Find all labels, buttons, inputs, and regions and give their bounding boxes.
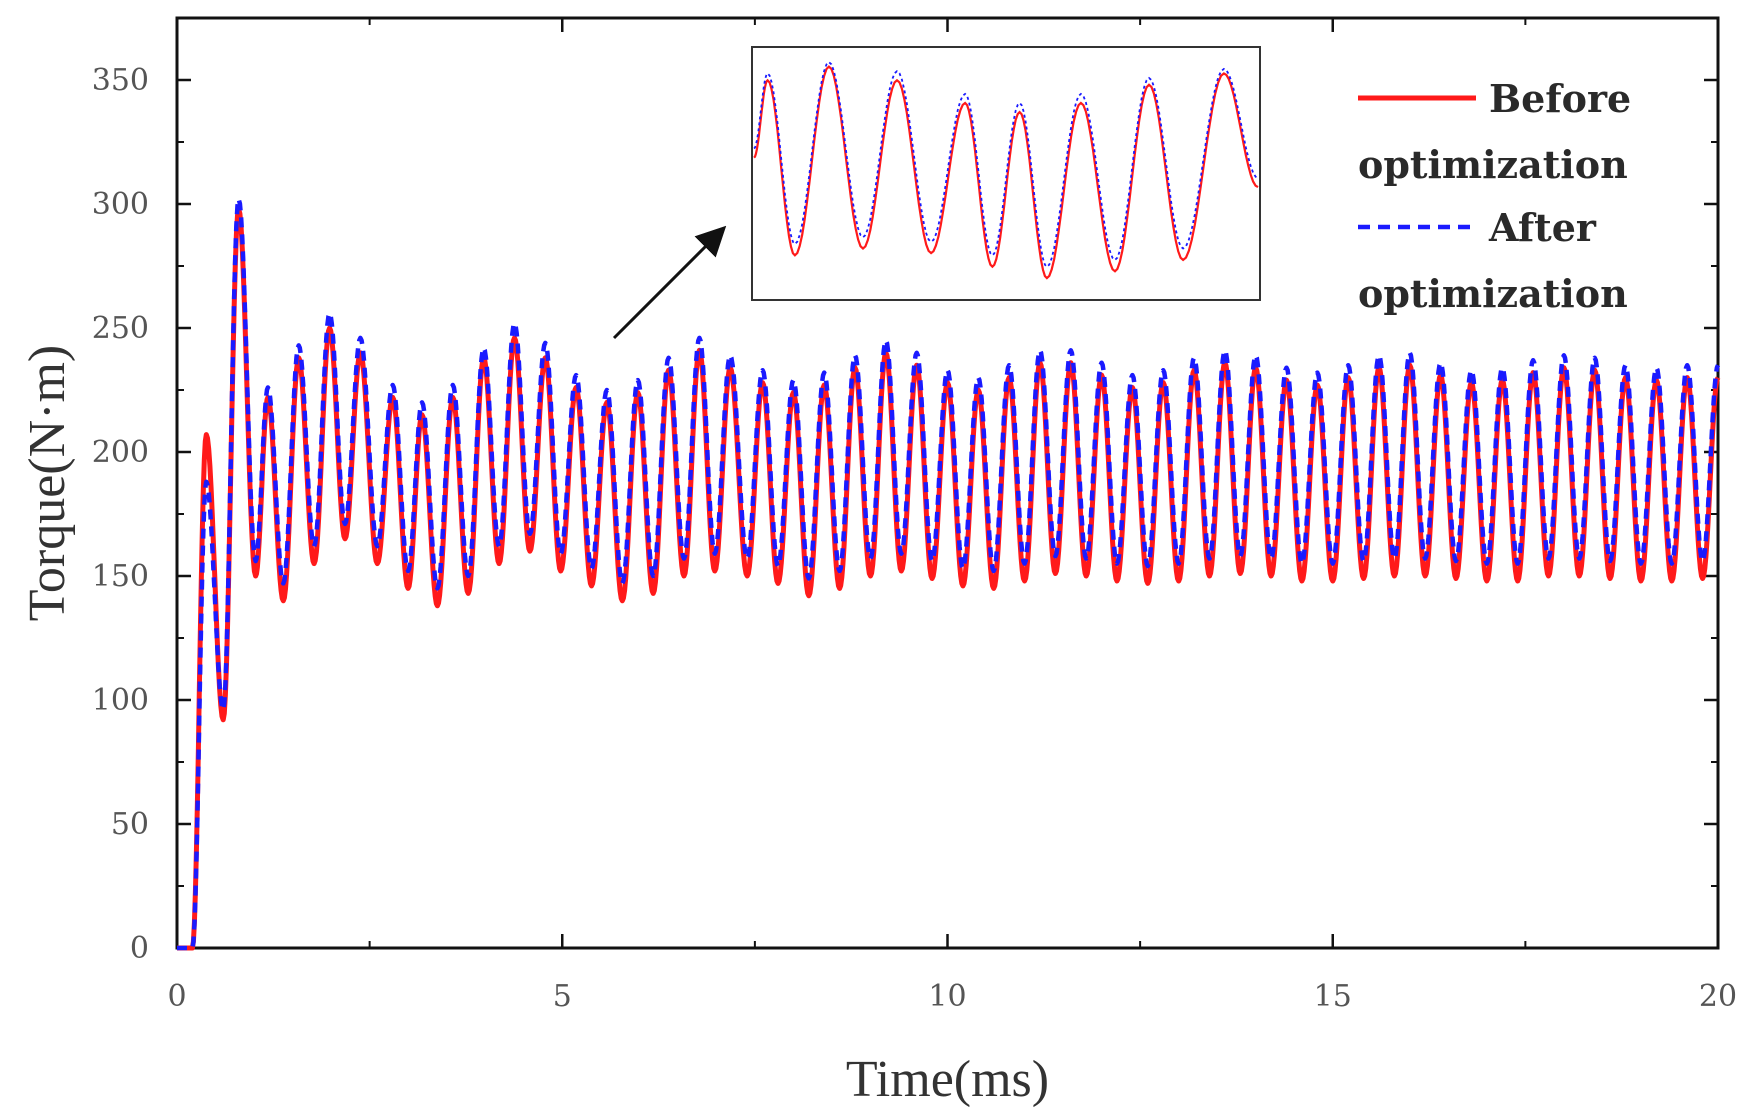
x-tick-label: 20 (1699, 979, 1737, 1014)
x-axis-title: Time(ms) (846, 1051, 1049, 1108)
legend-after-label-line2: optimization (1358, 271, 1628, 316)
y-tick-label: 350 (92, 63, 149, 98)
inset-arrow (612, 225, 727, 340)
inset-before-line (753, 65, 1259, 280)
y-tick-label: 0 (130, 931, 149, 966)
y-tick-label: 300 (92, 187, 149, 222)
y-tick-label: 150 (92, 559, 149, 594)
legend-before-label-line1: Before (1489, 76, 1631, 121)
x-tick-label: 15 (1314, 979, 1352, 1014)
legend-after-label-line1: After (1488, 205, 1597, 250)
y-tick-label: 100 (92, 683, 149, 718)
y-axis-title: Torque(N·m) (19, 345, 76, 621)
series-lines (175, 196, 1721, 951)
x-tick-label: 5 (553, 979, 572, 1014)
y-tick-label: 200 (92, 435, 149, 470)
x-tick-label: 10 (928, 979, 966, 1014)
legend: Before optimization After optimization (1358, 76, 1631, 316)
inset-frame (751, 46, 1261, 301)
y-tick-label: 250 (92, 311, 149, 346)
legend-before-label-line2: optimization (1358, 142, 1628, 187)
inset-zoom (612, 46, 1261, 340)
y-tick-label: 50 (111, 807, 149, 842)
x-tick-label: 0 (167, 979, 186, 1014)
series-after-optimization-line (175, 196, 1721, 951)
